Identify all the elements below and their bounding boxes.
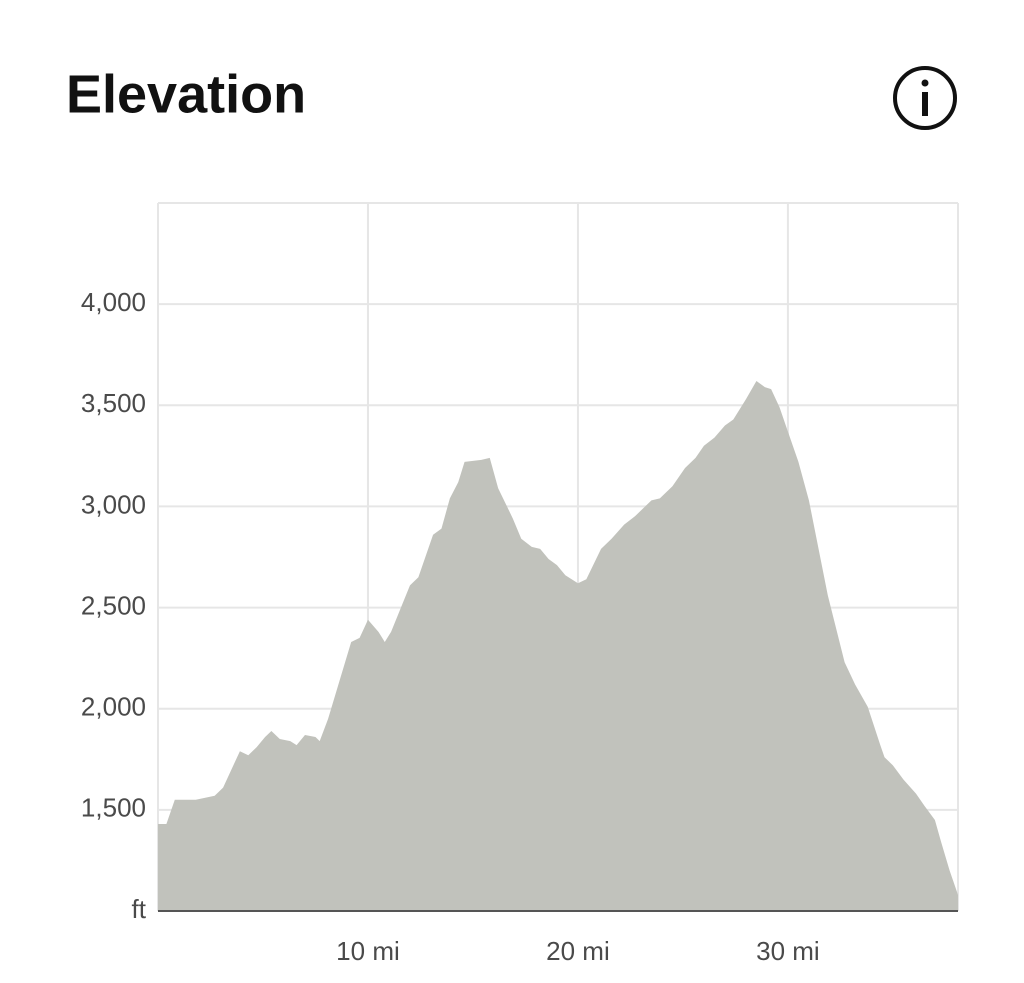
y-tick-label: 3,000 <box>81 489 146 519</box>
elevation-area <box>158 381 958 911</box>
y-tick-label: 2,500 <box>81 590 146 620</box>
info-dot[interactable] <box>921 79 929 87</box>
y-tick-label: ft <box>132 894 147 924</box>
info-icon[interactable] <box>893 66 957 130</box>
x-tick-label: 30 mi <box>756 936 820 966</box>
x-tick-label: 10 mi <box>336 936 400 966</box>
x-tick-label: 20 mi <box>546 936 610 966</box>
info-bar[interactable] <box>922 92 928 116</box>
chart-title: Elevation <box>66 64 306 124</box>
y-tick-label: 3,500 <box>81 388 146 418</box>
y-tick-label: 1,500 <box>81 793 146 823</box>
y-tick-label: 2,000 <box>81 692 146 722</box>
info-circle[interactable] <box>893 66 957 130</box>
y-tick-label: 4,000 <box>81 287 146 317</box>
